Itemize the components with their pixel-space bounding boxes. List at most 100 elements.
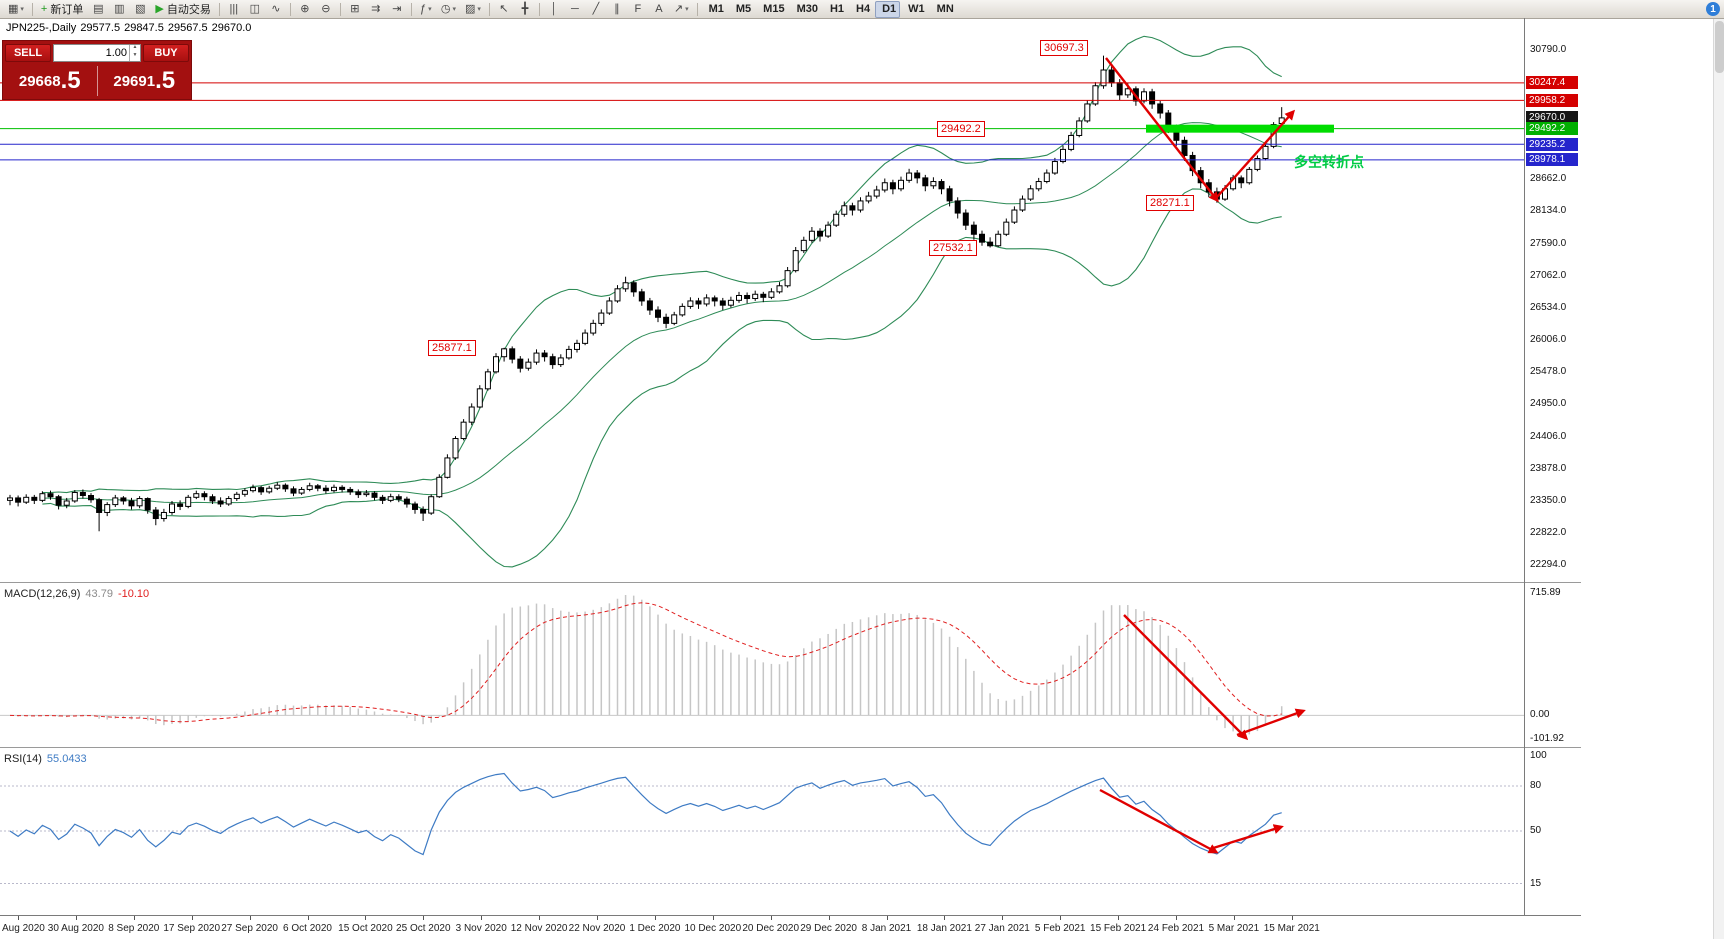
trendline-button[interactable]: ╱ xyxy=(592,2,600,15)
rsi-panel-canvas[interactable] xyxy=(0,750,1524,915)
candlestick-chart-button[interactable]: ◫ xyxy=(249,2,261,15)
timeframe-h4-button[interactable]: H4 xyxy=(856,3,871,15)
panel-separator[interactable] xyxy=(0,582,1581,583)
text-button[interactable]: A xyxy=(655,2,663,15)
rsi-line xyxy=(9,772,1282,856)
rsi-scale-label: 50 xyxy=(1530,825,1542,836)
date-axis-label: 17 Sep 2020 xyxy=(163,923,221,934)
macd-signal-line xyxy=(9,602,1282,723)
rsi-scale-label: 100 xyxy=(1530,750,1547,761)
price-level-badge: 28978.1 xyxy=(1526,153,1578,167)
notifications-badge[interactable]: 1 xyxy=(1706,2,1720,16)
panel-separator[interactable] xyxy=(0,747,1581,748)
price-axis-label: 27062.0 xyxy=(1530,270,1567,281)
buy-price-main: 29691 xyxy=(113,72,156,90)
date-axis-label: 1 Dec 2020 xyxy=(629,923,681,934)
bar-chart-button[interactable]: ||| xyxy=(229,2,239,15)
timeframe-m1-button[interactable]: M1 xyxy=(708,3,724,15)
price-level-badge: 29670.0 xyxy=(1526,111,1578,125)
macd-panel-canvas[interactable] xyxy=(0,585,1524,745)
trade-panel-divider xyxy=(96,66,98,96)
one-click-trading-panel: SELL 1.00 ▲ ▼ BUY 29668.5 29691.5 xyxy=(2,40,192,100)
date-tick xyxy=(770,916,772,920)
cursor-button[interactable]: ↖ xyxy=(499,2,509,15)
vertical-line-button[interactable]: │ xyxy=(550,2,558,15)
date-tick xyxy=(1176,916,1177,920)
timeframe-d1-button[interactable]: D1 xyxy=(875,0,901,18)
chart-profiles-button[interactable]: ▤ xyxy=(93,2,104,15)
support-zone-bar[interactable] xyxy=(1146,124,1334,133)
sell-button[interactable]: SELL xyxy=(5,44,51,62)
trend-arrow[interactable] xyxy=(1099,788,1219,854)
date-axis-label: 24 Feb 2021 xyxy=(1147,923,1205,934)
trend-arrow[interactable] xyxy=(1123,614,1249,741)
rsi-scale-label: 15 xyxy=(1530,877,1542,889)
data-window-button[interactable]: ▥ xyxy=(114,2,125,15)
timeframe-m30-button[interactable]: M30 xyxy=(796,3,818,15)
line-chart-button[interactable]: ∿ xyxy=(271,2,281,15)
zoom-in-button[interactable]: ⊕ xyxy=(300,2,310,15)
trend-arrow[interactable] xyxy=(1105,57,1219,203)
date-tick xyxy=(1291,916,1293,920)
periods-button[interactable]: ◷ ▾ xyxy=(440,2,456,15)
ohlc-low: 29567.5 xyxy=(167,22,208,34)
macd-signal-value: -10.10 xyxy=(117,588,150,600)
vertical-scrollbar[interactable] xyxy=(1713,19,1724,939)
date-tick xyxy=(539,916,541,920)
horizontal-line-button[interactable]: ─ xyxy=(570,2,579,15)
date-axis-label: 29 Dec 2020 xyxy=(800,923,857,934)
date-axis-label: 15 Feb 2021 xyxy=(1090,923,1147,934)
date-tick xyxy=(191,916,193,920)
main-chart-canvas[interactable] xyxy=(0,18,1524,580)
date-axis-label: 8 Jan 2021 xyxy=(861,923,912,934)
templates-button[interactable]: ▨ ▾ xyxy=(464,2,481,15)
zoom-out-button[interactable]: ⊖ xyxy=(321,2,331,15)
macd-scale-label: 0.00 xyxy=(1530,709,1550,721)
timeframe-h1-button[interactable]: H1 xyxy=(829,3,845,15)
date-tick xyxy=(712,916,714,920)
date-tick xyxy=(1002,916,1004,920)
buy-price-pips: .5 xyxy=(155,67,176,94)
indicators-button[interactable]: ƒ ▾ xyxy=(420,2,432,15)
spinner-up-icon[interactable]: ▲ xyxy=(132,44,138,50)
crosshair-button[interactable]: ╋ xyxy=(521,2,529,15)
price-level-badge: 30247.4 xyxy=(1526,76,1578,90)
price-axis-label: 25478.0 xyxy=(1530,366,1567,377)
timeframe-mn-button[interactable]: MN xyxy=(936,3,954,15)
trend-arrow[interactable] xyxy=(1209,824,1284,851)
rsi-scale-label: 80 xyxy=(1530,780,1542,791)
arrows-button[interactable]: ↗ ▾ xyxy=(673,2,689,15)
chart-window-button[interactable]: ▦ ▾ xyxy=(8,2,24,15)
chart-shift-button[interactable]: ⇥ xyxy=(392,2,402,15)
date-tick xyxy=(75,916,77,920)
main-toolbar: ▦ ▾ + 新订单 ▤ ▥ ▧ ▶ 自动交易 ||| ◫ ∿ ⊕ ⊖ ⊞ ⇉ ⇥ ƒ ▾ ◷ ▾ ▨ ▾ ↖ ╋ │ ─ ╱ ∥ F A ↗ ▾… xyxy=(0,0,1724,19)
trend-arrow[interactable] xyxy=(1236,708,1306,737)
auto-trading-button[interactable]: ▶ 自动交易 xyxy=(155,2,211,16)
date-axis-label: 22 Nov 2020 xyxy=(568,923,626,934)
timeframe-m5-button[interactable]: M5 xyxy=(735,3,752,15)
sell-price[interactable]: 29668.5 xyxy=(3,63,97,99)
buy-price[interactable]: 29691.5 xyxy=(98,63,192,99)
macd-scale-label: 715.89 xyxy=(1530,587,1561,598)
scrollbar-thumb[interactable] xyxy=(1715,21,1724,73)
macd-scale-label: -101.92 xyxy=(1530,733,1564,744)
tile-windows-button[interactable]: ⊞ xyxy=(350,2,360,15)
date-tick xyxy=(1233,916,1235,920)
spinner-down-icon[interactable]: ▼ xyxy=(132,52,138,58)
fibonacci-button[interactable]: F xyxy=(634,2,642,15)
volume-input[interactable]: 1.00 ▲ ▼ xyxy=(53,44,141,62)
sell-price-main: 29668 xyxy=(18,72,61,90)
channel-button[interactable]: ∥ xyxy=(614,2,620,15)
buy-button[interactable]: BUY xyxy=(143,44,189,62)
auto-scroll-button[interactable]: ⇉ xyxy=(371,2,381,15)
date-axis-label: 3 Nov 2020 xyxy=(455,923,507,934)
new-order-button[interactable]: + 新订单 xyxy=(40,2,84,16)
ohlc-close: 29670.0 xyxy=(211,22,252,34)
volume-spinner[interactable]: ▲ ▼ xyxy=(129,45,140,61)
price-axis-label: 27590.0 xyxy=(1530,238,1567,249)
timeframe-m15-button[interactable]: M15 xyxy=(763,3,785,15)
timeframe-w1-button[interactable]: W1 xyxy=(908,3,925,15)
trend-arrow[interactable] xyxy=(1216,109,1296,198)
price-level-badge: 29235.2 xyxy=(1526,137,1578,151)
market-watch-button[interactable]: ▧ xyxy=(135,2,146,15)
